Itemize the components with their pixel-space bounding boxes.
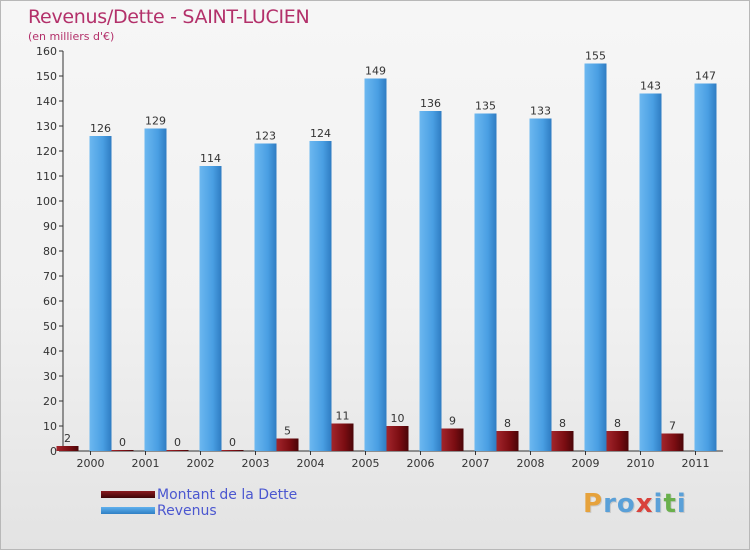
bar-dette (221, 450, 244, 451)
data-label-dette: 11 (336, 410, 350, 423)
y-tick-label: 100 (36, 195, 57, 208)
y-tick-label: 40 (43, 345, 57, 358)
logo-letter: i (653, 489, 664, 519)
chart-title: Revenus/Dette - SAINT-LUCIEN (28, 6, 310, 28)
data-label-revenus: 147 (695, 70, 716, 83)
x-tick-label: 2001 (132, 457, 160, 470)
y-tick-label: 80 (43, 245, 57, 258)
data-label-dette: 8 (559, 417, 566, 430)
data-label-dette: 0 (229, 436, 236, 449)
bar-dette (441, 428, 464, 451)
legend-label-dette: Montant de la Dette (157, 487, 298, 503)
logo-letter: o (616, 489, 636, 519)
bar-revenus (199, 166, 222, 451)
data-label-revenus: 126 (90, 122, 111, 135)
data-label-dette: 8 (504, 417, 511, 430)
y-tick-label: 120 (36, 145, 57, 158)
data-label-revenus: 155 (585, 50, 606, 63)
legend-label-revenus: Revenus (157, 503, 217, 519)
y-tick-label: 20 (43, 395, 57, 408)
bar-dette (661, 433, 684, 451)
y-tick-label: 60 (43, 295, 57, 308)
y-tick-label: 130 (36, 120, 57, 133)
data-label-dette: 8 (614, 417, 621, 430)
bar-revenus (474, 113, 497, 451)
data-label-revenus: 133 (530, 105, 551, 118)
bar-revenus (529, 118, 552, 451)
y-tick-label: 150 (36, 70, 57, 83)
data-label-revenus: 114 (200, 152, 221, 165)
y-tick-label: 160 (36, 45, 57, 58)
x-tick-label: 2008 (517, 457, 545, 470)
bar-dette (496, 431, 519, 451)
bar-revenus (89, 136, 112, 451)
bar-revenus (584, 63, 607, 451)
y-tick-label: 30 (43, 370, 57, 383)
bar-dette (111, 450, 134, 451)
bar-revenus (309, 141, 332, 451)
bar-dette (551, 431, 574, 451)
bar-dette (166, 450, 189, 451)
x-tick-label: 2010 (627, 457, 655, 470)
legend-swatch-revenus (101, 507, 155, 514)
data-label-dette: 0 (174, 436, 181, 449)
x-tick-label: 2000 (77, 457, 105, 470)
data-label-dette: 9 (449, 415, 456, 428)
legend-swatch-dette (101, 491, 155, 498)
data-label-revenus: 135 (475, 100, 496, 113)
logo-letter: t (663, 489, 677, 519)
logo-letter: P (583, 489, 604, 519)
logo-letter: x (635, 489, 654, 519)
bar-dette (56, 446, 79, 451)
logo-letter: r (603, 489, 617, 519)
y-tick-label: 90 (43, 220, 57, 233)
x-tick-label: 2011 (682, 457, 710, 470)
bar-dette (276, 438, 299, 451)
bar-revenus (639, 93, 662, 451)
data-label-revenus: 136 (420, 97, 441, 110)
data-label-dette: 7 (669, 420, 676, 433)
x-tick-label: 2009 (572, 457, 600, 470)
bar-revenus (254, 143, 277, 451)
data-label-revenus: 129 (145, 115, 166, 128)
data-label-dette: 5 (284, 425, 291, 438)
y-tick-label: 50 (43, 320, 57, 333)
x-tick-label: 2007 (462, 457, 490, 470)
chart-subtitle: (en milliers d'€) (28, 30, 115, 43)
data-label-dette: 0 (119, 436, 126, 449)
x-tick-label: 2005 (352, 457, 380, 470)
data-label-revenus: 143 (640, 80, 661, 93)
bar-revenus (419, 111, 442, 451)
x-tick-label: 2003 (242, 457, 270, 470)
y-tick-label: 140 (36, 95, 57, 108)
x-tick-label: 2004 (297, 457, 325, 470)
data-label-dette: 10 (391, 412, 405, 425)
bar-revenus (144, 128, 167, 451)
proxiti-logo: Proxiti (583, 489, 687, 519)
y-tick-label: 110 (36, 170, 57, 183)
bar-dette (606, 431, 629, 451)
bar-revenus (694, 83, 717, 451)
bar-revenus (364, 78, 387, 451)
bar-dette (331, 423, 354, 451)
data-label-revenus: 123 (255, 130, 276, 143)
x-tick-label: 2006 (407, 457, 435, 470)
y-tick-label: 10 (43, 420, 57, 433)
data-label-revenus: 124 (310, 127, 331, 140)
y-tick-label: 70 (43, 270, 57, 283)
data-label-revenus: 149 (365, 65, 386, 78)
y-tick-label: 0 (50, 445, 57, 458)
bar-dette (386, 426, 409, 451)
data-label-dette: 2 (64, 432, 71, 445)
logo-letter: i (676, 489, 687, 519)
x-tick-label: 2002 (187, 457, 215, 470)
